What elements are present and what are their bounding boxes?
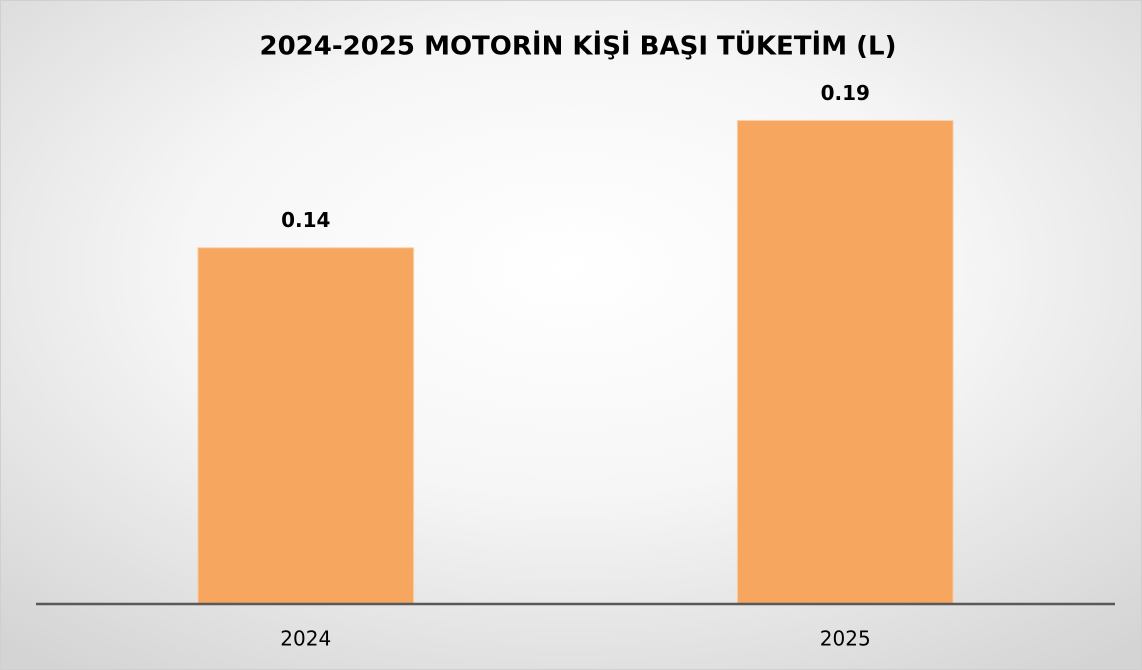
x-tick-label: 2024 — [280, 627, 331, 651]
data-label: 0.14 — [281, 208, 330, 232]
x-tick-label: 2025 — [820, 627, 871, 651]
bar — [197, 247, 415, 605]
data-label: 0.19 — [821, 81, 870, 105]
chart-title: 2024-2025 MOTORİN KİŞİ BAŞI TÜKETİM (L) — [260, 29, 897, 62]
bar — [736, 119, 954, 605]
